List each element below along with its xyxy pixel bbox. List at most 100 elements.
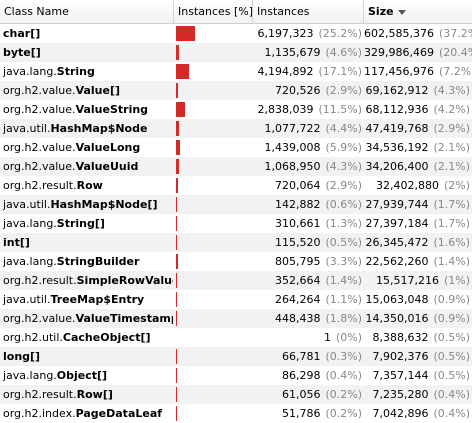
package-name: java.lang. [3,255,57,268]
size-percent: (0.9%) [433,293,470,306]
table-row[interactable]: org.h2.result.SimpleRowValue 352,664 (1.4%… [0,271,472,290]
instances-cell: 1,439,008 (5.9%) [253,138,364,157]
column-header-class-name[interactable]: Class Name [0,0,174,23]
class-name-cell: char[] [0,24,173,43]
class-simple-name: String [56,65,95,78]
instances-value: 2,838,039 [257,103,314,116]
size-value: 34,206,400 [365,160,429,173]
instances-cell: 66,781 (0.3%) [253,347,364,366]
instances-pct-bar [176,273,177,288]
table-row[interactable]: java.lang.Object[] 86,298 (0.4%) 7,357,144 (… [0,366,472,385]
package-name: org.h2.util. [3,331,63,344]
table-row[interactable]: int[] 115,520 (0.5%) 26,345,472 (1.6%) [0,233,472,252]
class-name-cell: long[] [0,347,173,366]
table-row[interactable]: org.h2.value.Value[] 720,526 (2.9%) 69,162,… [0,81,472,100]
table-row[interactable]: org.h2.value.ValueUuid 1,068,950 (4.3%) 34,… [0,157,472,176]
table-row[interactable]: java.lang.String[] 310,661 (1.3%) 27,397,18… [0,214,472,233]
instances-pct-bar [176,349,177,364]
instances-pct-bar-cell [174,309,252,328]
class-simple-name: SimpleRowValue [76,274,173,287]
instances-pct-bar-cell [174,328,252,347]
size-value: 68,112,936 [365,103,429,116]
size-value: 15,517,216 [375,274,439,287]
instances-pct-bar-cell [174,214,252,233]
instances-percent: (11.5%) [318,103,362,116]
column-header-instances-pct[interactable]: Instances [%] [174,0,253,23]
instances-percent: (1.4%) [325,274,362,287]
size-cell: 27,397,184 (1.7%) [364,214,472,233]
package-name: java.lang. [3,217,57,230]
class-name-cell: java.lang.String[] [0,214,173,233]
size-cell: 34,536,192 (2.1%) [364,138,472,157]
table-row[interactable]: byte[] 1,135,679 (4.6%)329,986,469 (20.4%) [0,43,472,62]
instances-value: 61,056 [281,388,321,401]
table-row[interactable]: org.h2.value.ValueString 2,838,039 (11.5%)… [0,100,472,119]
instances-cell: 805,795 (3.3%) [253,252,364,271]
class-name-cell: java.lang.StringBuilder [0,252,173,271]
instances-percent: (17.1%) [318,65,362,78]
package-name: java.util. [3,293,51,306]
table-row[interactable]: org.h2.index.PageDataLeaf 51,786 (0.2%) 7,0… [0,404,472,423]
instances-pct-bar-cell [174,62,252,81]
size-value: 7,235,280 [372,388,429,401]
class-name-cell: org.h2.index.PageDataLeaf [0,404,173,423]
instances-cell: 1,077,722 (4.4%) [253,119,364,138]
size-value: 27,939,744 [365,198,429,211]
instances-cell: 6,197,323 (25.2%) [253,24,364,43]
class-simple-name: StringBuilder [56,255,140,268]
package-name: java.lang. [3,369,57,382]
class-simple-name: long[] [3,350,41,363]
size-percent: (1.7%) [433,198,470,211]
instances-pct-bar [176,254,178,269]
size-value: 329,986,469 [364,46,434,59]
instances-pct-bar-cell [174,24,252,43]
table-row[interactable]: org.h2.result.Row 720,064 (2.9%) 32,402,880… [0,176,472,195]
instances-pct-bar [176,178,178,193]
package-name: org.h2.result. [3,388,77,401]
sort-descending-icon [397,9,406,15]
instances-cell: 51,786 (0.2%) [253,404,364,423]
class-simple-name: ValueUuid [75,160,139,173]
class-simple-name: Row [76,179,103,192]
size-cell: 8,388,632 (0.5%) [364,328,472,347]
table-row[interactable]: java.util.TreeMap$Entry 264,264 (1.1%) 15,0… [0,290,472,309]
size-cell: 15,063,048 (0.9%) [364,290,472,309]
instances-value: 51,786 [281,407,321,420]
class-name-cell: org.h2.value.ValueUuid [0,157,173,176]
instances-pct-bar [176,45,179,60]
size-cell: 27,939,744 (1.7%) [364,195,472,214]
table-row[interactable]: org.h2.util.CacheObject[] 1 (0%) 8,388,632 (… [0,328,472,347]
table-row[interactable]: java.util.HashMap$Node 1,077,722 (4.4%) 47,… [0,119,472,138]
instances-value: 805,795 [274,255,321,268]
instances-cell: 720,526 (2.9%) [253,81,364,100]
instances-percent: (0%) [335,331,362,344]
column-header-size[interactable]: Size [364,0,472,23]
class-simple-name: char[] [3,27,41,40]
table-row[interactable]: org.h2.value.ValueLong 1,439,008 (5.9%) 34,… [0,138,472,157]
column-header-instances[interactable]: Instances [253,0,364,23]
instances-pct-bar [176,64,189,79]
instances-cell: 352,664 (1.4%) [253,271,364,290]
table-row[interactable]: org.h2.value.ValueTimestamp 448,438 (1.8%)… [0,309,472,328]
table-row[interactable]: char[] 6,197,323 (25.2%)602,585,376 (37.2%) [0,24,472,43]
size-percent: (0.5%) [433,350,470,363]
instances-value: 142,882 [274,198,321,211]
table-row[interactable]: java.lang.StringBuilder 805,795 (3.3%) 22,5… [0,252,472,271]
class-simple-name: Object[] [56,369,108,382]
instances-pct-bar-cell [174,119,252,138]
instances-value: 6,197,323 [257,27,314,40]
size-cell: 26,345,472 (1.6%) [364,233,472,252]
instances-percent: (3.3%) [325,255,362,268]
size-cell: 15,517,216 (1%) [364,271,472,290]
table-row[interactable]: long[] 66,781 (0.3%) 7,902,376 (0.5%) [0,347,472,366]
table-row[interactable]: org.h2.result.Row[] 61,056 (0.2%) 7,235,280… [0,385,472,404]
instances-pct-bar [176,235,177,250]
class-simple-name: Value[] [75,84,121,97]
instances-cell: 1,068,950 (4.3%) [253,157,364,176]
instances-cell: 1 (0%) [253,328,364,347]
class-name-cell: org.h2.value.Value[] [0,81,173,100]
instances-pct-bar-cell [174,290,252,309]
table-row[interactable]: java.lang.String 4,194,892 (17.1%) 117,456,… [0,62,472,81]
table-row[interactable]: java.util.HashMap$Node[] 142,882 (0.6%) 27,… [0,195,472,214]
instances-value: 66,781 [281,350,321,363]
